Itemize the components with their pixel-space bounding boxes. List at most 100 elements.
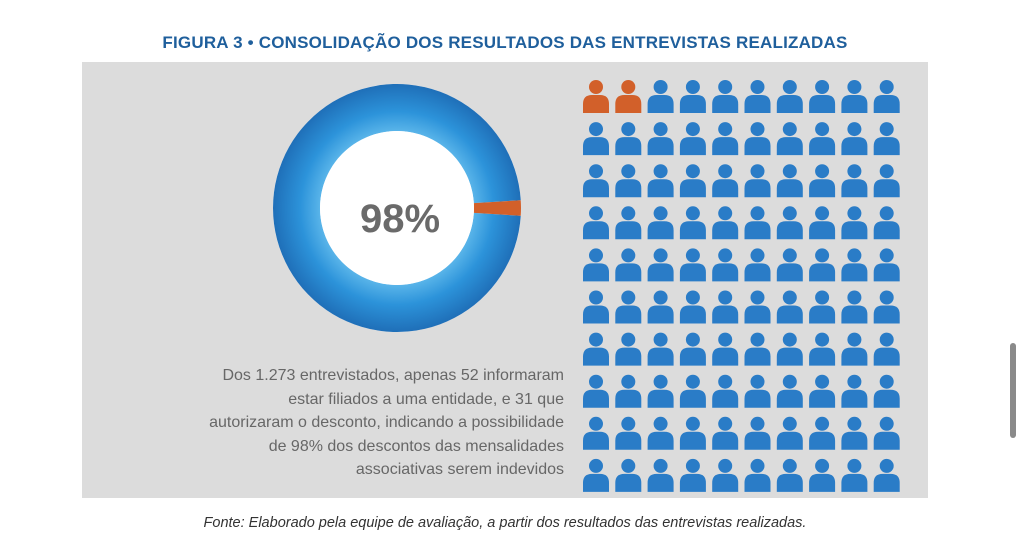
person-icon — [744, 374, 771, 408]
person-icon — [841, 290, 868, 324]
person-icon — [744, 248, 771, 282]
person-icon — [583, 206, 609, 240]
person-icon — [809, 290, 836, 324]
person-icon — [583, 122, 609, 156]
person-icon — [841, 248, 868, 282]
person-icon — [647, 248, 674, 282]
figure-title: FIGURA 3 • CONSOLIDAÇÃO DOS RESULTADOS D… — [162, 33, 848, 52]
person-icon — [841, 122, 868, 156]
person-icon — [679, 206, 706, 240]
person-icon — [712, 458, 739, 492]
person-icon — [809, 374, 836, 408]
person-icon — [841, 206, 868, 240]
donut-hole — [320, 131, 474, 285]
person-icon — [809, 164, 836, 198]
person-icon — [583, 416, 609, 450]
person-icon — [615, 332, 642, 366]
person-icon — [712, 416, 739, 450]
person-icon — [744, 416, 771, 450]
person-icon — [809, 416, 836, 450]
person-icon — [583, 458, 609, 492]
person-icon — [615, 416, 642, 450]
person-icon — [679, 122, 706, 156]
person-icon — [809, 206, 836, 240]
person-icon — [615, 164, 642, 198]
person-icon — [776, 248, 803, 282]
person-icon — [776, 206, 803, 240]
person-icon — [873, 458, 900, 492]
person-icon — [873, 374, 900, 408]
person-icon — [647, 290, 674, 324]
person-icon — [841, 80, 868, 113]
donut-slice-highlight — [473, 200, 521, 216]
person-icon — [712, 164, 739, 198]
person-icon — [809, 248, 836, 282]
description-text: Dos 1.273 entrevistados, apenas 52 infor… — [124, 364, 564, 482]
person-icon — [873, 416, 900, 450]
person-icon — [679, 416, 706, 450]
person-icon — [615, 458, 642, 492]
person-icon — [841, 374, 868, 408]
person-icon — [712, 206, 739, 240]
description-line: autorizaram o desconto, indicando a poss… — [209, 414, 564, 431]
person-icon — [809, 122, 836, 156]
person-icon — [647, 458, 674, 492]
person-icon — [873, 122, 900, 156]
person-icon — [744, 458, 771, 492]
person-icon — [776, 122, 803, 156]
donut-slices — [272, 83, 521, 332]
person-icon — [647, 206, 674, 240]
person-icon — [647, 374, 674, 408]
person-icon — [712, 290, 739, 324]
person-icon-highlighted — [583, 80, 609, 113]
description-line: de 98% dos descontos das mensalidades — [268, 437, 564, 455]
person-icon — [712, 122, 739, 156]
description-line: associativas serem indevidos — [355, 461, 564, 478]
person-icon — [841, 416, 868, 450]
person-icon-highlighted — [615, 80, 642, 113]
person-icon — [841, 458, 868, 492]
person-icon — [873, 332, 900, 366]
person-icon — [583, 248, 609, 282]
person-icon — [744, 80, 771, 113]
person-icon — [873, 290, 900, 324]
person-icon — [776, 458, 803, 492]
person-icon — [647, 332, 674, 366]
person-icon — [647, 416, 674, 450]
source-caption: Fonte: Elaborado pela equipe de avaliaçã… — [203, 515, 807, 531]
description-line: Dos 1.273 entrevistados, apenas 52 infor… — [222, 367, 564, 384]
person-icon — [744, 164, 771, 198]
person-icon — [776, 332, 803, 366]
person-icon — [712, 374, 739, 408]
person-icon — [776, 80, 803, 113]
person-icon — [583, 290, 609, 324]
person-icon — [615, 290, 642, 324]
person-icon — [873, 248, 900, 282]
person-icon — [744, 332, 771, 366]
person-icon — [615, 374, 642, 408]
person-icon — [809, 332, 836, 366]
person-icon — [841, 332, 868, 366]
person-icon — [679, 80, 706, 113]
donut-slice-main — [272, 83, 521, 332]
person-icon — [776, 290, 803, 324]
scrollbar-thumb[interactable] — [1010, 343, 1016, 438]
person-icon — [679, 248, 706, 282]
person-icon — [615, 206, 642, 240]
person-icon — [647, 164, 674, 198]
person-icon — [679, 290, 706, 324]
person-icon — [583, 374, 609, 408]
person-icon — [583, 332, 609, 366]
person-icon — [776, 374, 803, 408]
person-icon — [841, 164, 868, 198]
person-icon — [679, 374, 706, 408]
person-icon — [647, 122, 674, 156]
person-icon — [712, 80, 739, 113]
donut-center-label: 98% — [360, 197, 440, 241]
person-icon — [809, 80, 836, 113]
chart-canvas: 98% — [272, 80, 900, 492]
person-icon — [679, 332, 706, 366]
person-icon — [647, 80, 674, 113]
person-icon — [744, 122, 771, 156]
person-icon — [809, 458, 836, 492]
